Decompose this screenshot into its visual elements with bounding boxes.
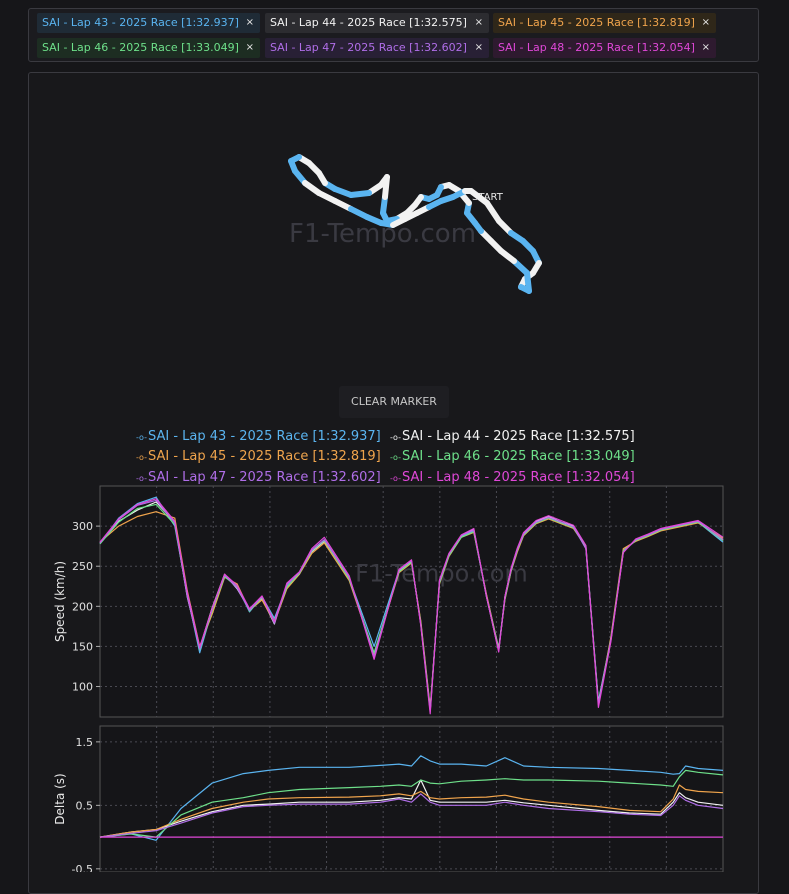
lap-chip[interactable]: SAI - Lap 47 - 2025 Race [1:32.602] ×	[265, 38, 489, 58]
legend-label: SAI - Lap 44 - 2025 Race [1:32.575]	[402, 429, 635, 444]
track-segment[interactable]	[484, 200, 502, 224]
lap-chip-label: SAI - Lap 43 - 2025 Race [1:32.937]	[42, 16, 239, 29]
legend-label: SAI - Lap 46 - 2025 Race [1:33.049]	[402, 449, 635, 464]
lap-chip[interactable]: SAI - Lap 46 - 2025 Race [1:33.049] ×	[37, 38, 260, 58]
legend-label: SAI - Lap 48 - 2025 Race [1:32.054]	[402, 470, 635, 485]
legend-marker-icon: -o-	[136, 474, 147, 483]
track-map[interactable]: F1-Tempo.com START	[29, 73, 758, 373]
legend-item[interactable]: -o-SAI - Lap 43 - 2025 Race [1:32.937]	[136, 428, 381, 446]
legend-label: SAI - Lap 45 - 2025 Race [1:32.819]	[148, 449, 381, 464]
track-segment[interactable]	[468, 188, 490, 206]
close-icon[interactable]: ×	[245, 17, 254, 28]
series-line	[99, 769, 724, 838]
close-icon[interactable]: ×	[701, 17, 710, 28]
y-tick-label: 1.5	[76, 736, 94, 749]
close-icon[interactable]: ×	[245, 42, 254, 53]
legend-marker-icon: -o-	[136, 453, 147, 462]
lap-chip-label: SAI - Lap 48 - 2025 Race [1:32.054]	[498, 41, 695, 54]
lap-chip-label: SAI - Lap 45 - 2025 Race [1:32.819]	[498, 16, 695, 29]
lap-chip-label: SAI - Lap 47 - 2025 Race [1:32.602]	[270, 41, 467, 54]
legend-item[interactable]: -o-SAI - Lap 46 - 2025 Race [1:33.049]	[390, 448, 635, 466]
legend-marker-icon: -o-	[390, 474, 401, 483]
y-tick-label: -0.5	[72, 863, 93, 872]
y-tick-label: 250	[72, 560, 93, 573]
lap-chip[interactable]: SAI - Lap 45 - 2025 Race [1:32.819] ×	[493, 13, 716, 33]
track-segment[interactable]	[348, 190, 372, 198]
y-tick-label: 150	[72, 640, 93, 653]
lap-chip[interactable]: SAI - Lap 48 - 2025 Race [1:32.054] ×	[493, 38, 716, 58]
delta-chart: -0.5 0.5 1.5 Delta (s)	[53, 725, 724, 872]
lap-chip[interactable]: SAI - Lap 43 - 2025 Race [1:32.937] ×	[37, 13, 260, 33]
close-icon[interactable]: ×	[474, 42, 483, 53]
lap-selection-bar: SAI - Lap 43 - 2025 Race [1:32.937] × SAI …	[28, 8, 759, 62]
legend-item[interactable]: -o-SAI - Lap 47 - 2025 Race [1:32.602]	[136, 469, 381, 487]
lap-chip-label: SAI - Lap 44 - 2025 Race [1:32.575]	[270, 16, 467, 29]
lap-chip-label: SAI - Lap 46 - 2025 Race [1:33.049]	[42, 41, 239, 54]
y-tick-label: 0.5	[76, 799, 94, 812]
series-line	[99, 779, 724, 838]
legend-label: SAI - Lap 43 - 2025 Race [1:32.937]	[148, 429, 381, 444]
series-line	[99, 784, 724, 838]
start-label: START	[472, 192, 504, 203]
legend-item[interactable]: -o-SAI - Lap 45 - 2025 Race [1:32.819]	[136, 448, 381, 466]
y-axis-label: Speed (km/h)	[53, 561, 67, 642]
close-icon[interactable]: ×	[701, 42, 710, 53]
y-tick-label: 300	[72, 520, 93, 533]
legend-item[interactable]: -o-SAI - Lap 44 - 2025 Race [1:32.575]	[390, 428, 635, 446]
track-segment[interactable]	[524, 270, 532, 294]
legend-item[interactable]: -o-SAI - Lap 48 - 2025 Race [1:32.054]	[390, 469, 635, 487]
legend-label: SAI - Lap 47 - 2025 Race [1:32.602]	[148, 470, 381, 485]
legend-marker-icon: -o-	[136, 433, 147, 442]
y-axis-label: Delta (s)	[53, 773, 67, 824]
clear-marker-button[interactable]: CLEAR MARKER	[339, 386, 449, 418]
lap-chip[interactable]: SAI - Lap 44 - 2025 Race [1:32.575] ×	[265, 13, 489, 33]
close-icon[interactable]: ×	[474, 17, 483, 28]
y-tick-label: 100	[72, 681, 93, 694]
series-line	[99, 498, 724, 715]
y-tick-label: 200	[72, 600, 93, 613]
series-line	[99, 793, 724, 838]
series-line	[99, 755, 724, 841]
legend-marker-icon: -o-	[390, 453, 401, 462]
legend-marker-icon: -o-	[390, 433, 401, 442]
